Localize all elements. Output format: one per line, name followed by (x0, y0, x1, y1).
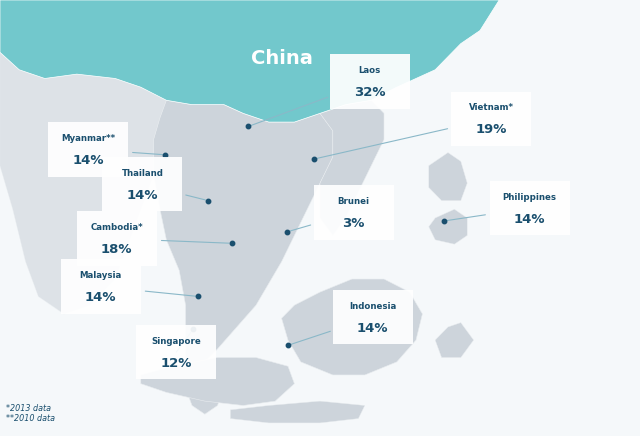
Polygon shape (429, 209, 467, 244)
FancyBboxPatch shape (102, 157, 182, 211)
Text: 14%: 14% (514, 213, 545, 226)
Polygon shape (230, 401, 365, 423)
Polygon shape (0, 52, 166, 314)
FancyBboxPatch shape (490, 181, 570, 235)
Text: 32%: 32% (354, 86, 385, 99)
Text: 14%: 14% (127, 189, 158, 202)
Polygon shape (154, 100, 333, 366)
Text: 19%: 19% (476, 123, 507, 136)
Polygon shape (186, 362, 224, 414)
Text: Philippines: Philippines (502, 193, 557, 202)
Text: 14%: 14% (72, 154, 104, 167)
Text: Myanmar**: Myanmar** (61, 134, 115, 143)
Text: Vietnam*: Vietnam* (468, 103, 514, 112)
Text: 14%: 14% (357, 322, 388, 335)
Text: Indonesia: Indonesia (349, 302, 396, 311)
Text: China: China (251, 49, 312, 68)
FancyBboxPatch shape (136, 325, 216, 379)
FancyBboxPatch shape (77, 211, 157, 266)
FancyBboxPatch shape (314, 185, 394, 240)
Text: Brunei: Brunei (338, 197, 370, 206)
Polygon shape (141, 358, 294, 405)
Text: 14%: 14% (85, 291, 116, 304)
Polygon shape (282, 279, 422, 375)
FancyBboxPatch shape (330, 54, 410, 109)
Text: 12%: 12% (161, 357, 192, 370)
Text: Thailand: Thailand (122, 169, 163, 178)
FancyBboxPatch shape (61, 259, 141, 314)
Text: Malaysia: Malaysia (79, 271, 122, 280)
Text: *2013 data
**2010 data: *2013 data **2010 data (6, 404, 56, 423)
Polygon shape (0, 0, 499, 122)
Polygon shape (435, 323, 474, 358)
Polygon shape (429, 153, 467, 201)
Polygon shape (320, 100, 384, 235)
FancyBboxPatch shape (451, 92, 531, 146)
FancyBboxPatch shape (48, 122, 128, 177)
Text: 3%: 3% (342, 217, 365, 230)
Text: Singapore: Singapore (152, 337, 201, 346)
Text: 18%: 18% (101, 243, 132, 256)
Text: Cambodia*: Cambodia* (90, 223, 143, 232)
Text: Laos: Laos (358, 66, 381, 75)
FancyBboxPatch shape (333, 290, 413, 344)
